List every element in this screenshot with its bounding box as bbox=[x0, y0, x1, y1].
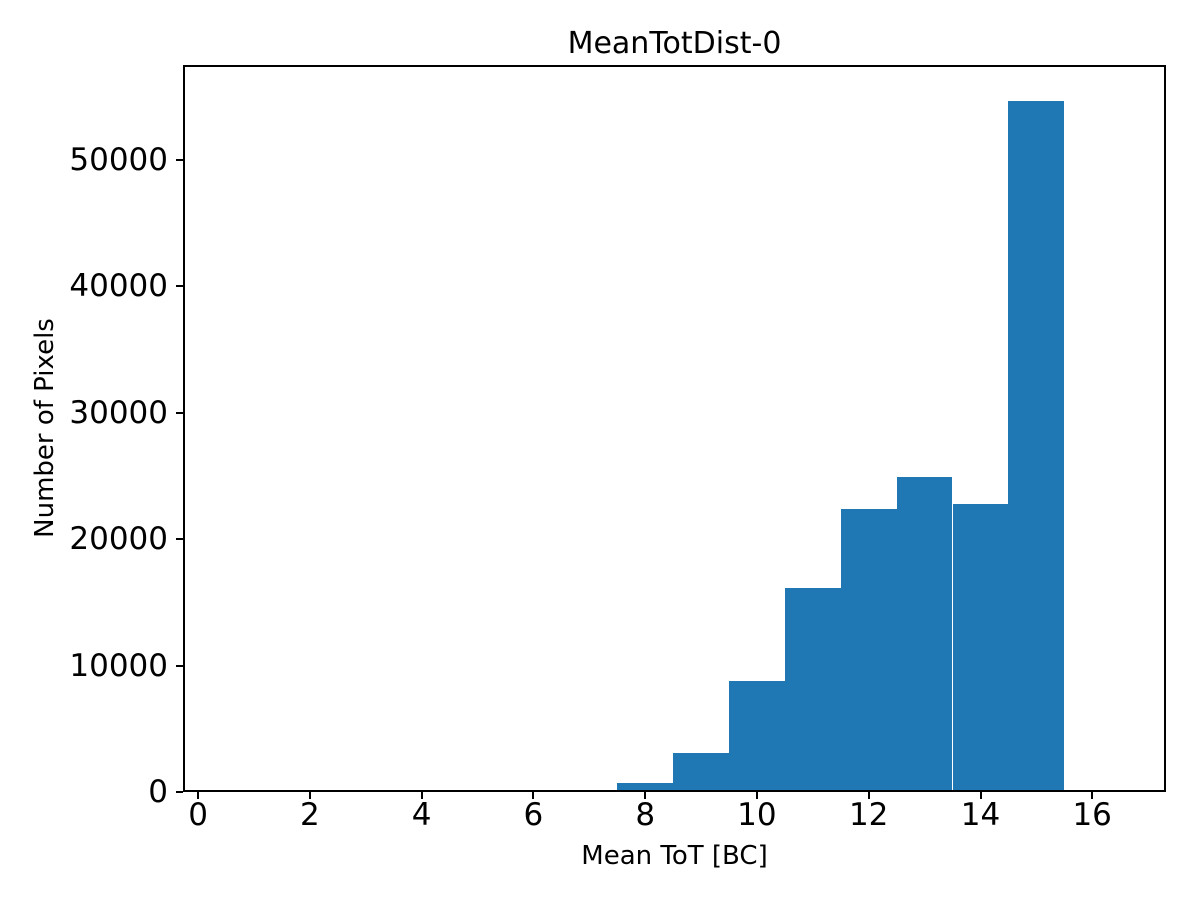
x-tick-label: 8 bbox=[635, 797, 656, 833]
x-tick-label: 16 bbox=[1072, 797, 1112, 833]
x-tick-label: 0 bbox=[188, 797, 208, 833]
y-tick-label: 40000 bbox=[69, 268, 168, 305]
y-tick-label: 50000 bbox=[69, 141, 168, 178]
x-tick-mark bbox=[308, 792, 311, 799]
x-tick-mark bbox=[420, 792, 423, 799]
y-tick-mark bbox=[176, 538, 183, 541]
x-tick-mark bbox=[755, 792, 758, 799]
y-tick-label: 0 bbox=[148, 774, 168, 810]
x-tick-mark bbox=[979, 792, 982, 799]
x-tick-label: 6 bbox=[523, 797, 544, 833]
plot-area bbox=[183, 65, 1166, 792]
x-tick-label: 2 bbox=[300, 797, 320, 833]
y-tick-mark bbox=[176, 411, 183, 414]
x-tick-mark bbox=[1091, 792, 1094, 799]
histogram-bar bbox=[896, 477, 953, 792]
x-tick-label: 4 bbox=[411, 797, 432, 833]
y-tick-mark bbox=[176, 158, 183, 161]
x-tick-label: 12 bbox=[848, 797, 889, 833]
histogram-bar bbox=[561, 789, 618, 792]
y-tick-mark bbox=[176, 664, 183, 667]
histogram-bar bbox=[729, 680, 785, 792]
x-tick-mark bbox=[867, 792, 870, 799]
chart-title: MeanTotDist-0 bbox=[567, 26, 782, 61]
x-axis-label: Mean ToT [BC] bbox=[581, 841, 768, 871]
histogram-bar bbox=[840, 508, 897, 792]
y-tick-mark bbox=[176, 791, 183, 793]
x-tick-mark bbox=[532, 792, 535, 799]
histogram-bar bbox=[952, 503, 1009, 792]
y-tick-label: 30000 bbox=[69, 394, 168, 431]
x-tick-label: 14 bbox=[960, 797, 1001, 833]
y-tick-mark bbox=[176, 285, 183, 288]
histogram-bar bbox=[673, 752, 729, 792]
x-tick-mark bbox=[644, 792, 647, 799]
x-tick-label: 10 bbox=[737, 797, 777, 833]
y-tick-label: 10000 bbox=[69, 647, 168, 684]
y-tick-label: 20000 bbox=[69, 521, 168, 558]
histogram-bar bbox=[1008, 101, 1065, 792]
histogram-bar bbox=[784, 588, 841, 792]
histogram-bar bbox=[617, 783, 674, 792]
x-tick-mark bbox=[197, 792, 200, 799]
